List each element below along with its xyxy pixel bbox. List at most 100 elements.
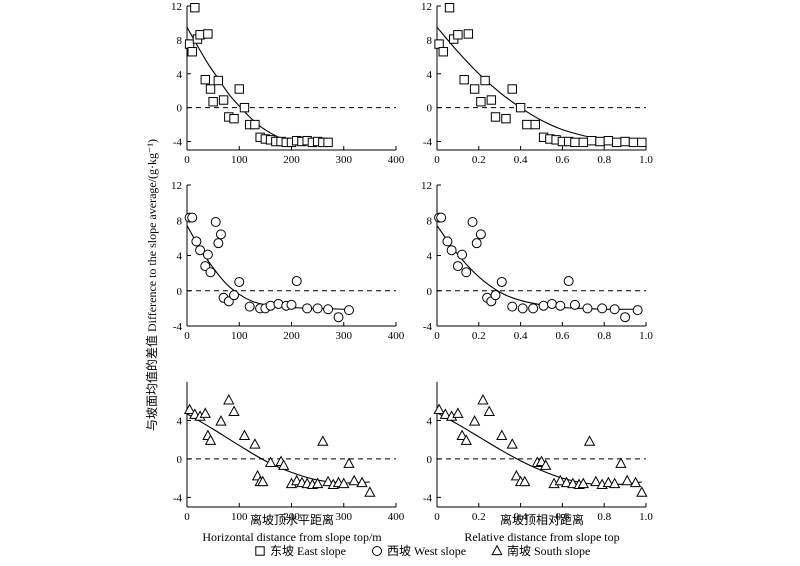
data-point-triangle [519,475,531,487]
data-point-square [438,47,448,57]
data-point-triangle [636,486,648,497]
data-point-triangle [257,475,269,487]
data-point-square [476,97,486,107]
data-point-circle [569,299,580,310]
data-point-triangle [338,477,350,489]
data-point-circle [187,212,198,223]
x-axis-label-right-en: Relative distance from slope top [464,530,619,544]
y-tick-label: 0 [427,286,433,298]
x-tick-label: 400 [388,330,405,342]
data-point-circle [546,298,557,309]
y-tick-label: -4 [423,492,433,504]
data-point-square [459,74,469,85]
x-tick-label: 100 [231,330,248,342]
data-point-circle [507,301,518,312]
data-point-triangle [560,476,573,488]
data-point-triangle [433,403,445,415]
data-point-circle [436,212,447,223]
x-tick-label: 300 [336,330,353,342]
data-point-square [595,136,605,147]
data-point-square [480,75,490,86]
data-point-circle [302,303,313,314]
x-tick-label: 0 [434,330,440,342]
data-point-triangle [183,403,196,415]
data-point-square [200,74,210,85]
data-point-triangle [554,474,566,486]
data-point-circle [582,303,593,314]
x-tick-label: 0 [434,511,440,523]
x-tick-label: 300 [336,154,353,166]
data-point-triangle [215,415,227,426]
x-tick-label: 200 [283,511,300,523]
data-point-circle [291,276,302,287]
data-point-square [453,30,463,40]
x-tick-label: 0.2 [472,330,486,342]
fit-curve [436,412,642,486]
x-tick-label: 400 [388,154,405,166]
legend-marker-triangle [491,544,503,556]
data-point-triangle [238,429,251,441]
data-point-circle [202,249,213,260]
data-point-square [637,137,647,148]
data-point-square [195,30,205,40]
data-point-circle [467,217,478,228]
data-point-circle [452,261,463,272]
data-point-circle [517,303,528,314]
x-tick-label: 0.8 [597,330,611,342]
data-point-circle [457,249,468,260]
data-point-triangle [602,476,615,488]
data-point-square [620,136,630,147]
x-tick-label: 0 [184,330,190,342]
data-point-circle [323,304,334,315]
data-point-triangle [311,477,324,489]
y-tick-label: 12 [421,1,432,13]
data-point-triangle [608,477,621,489]
legend-label: 东坡 East slope [270,544,346,558]
data-point-circle [244,301,255,312]
legend-item-triangle: 南坡 South slope [491,543,590,558]
x-tick-label: 200 [283,330,300,342]
x-axis-label-right-cn: 离坡顶相对距离 [500,512,584,527]
x-tick-label: 0.6 [556,330,570,342]
legend: 东坡 East slope 西坡 West slope 南坡 South slope [255,543,590,558]
data-point-triangle [540,459,552,470]
y-tick-label: 8 [177,215,183,227]
data-point-circle [229,290,240,301]
data-point-square [463,29,474,39]
data-point-square [469,84,480,94]
data-point-circle [471,238,482,249]
y-tick-label: 4 [427,251,433,263]
data-point-circle [490,290,501,301]
y-tick-label: 0 [427,454,433,466]
x-tick-label: 300 [336,511,353,523]
y-tick-label: 0 [177,286,183,298]
x-tick-label: 0.2 [472,154,486,166]
x-tick-label: 0.4 [514,511,528,523]
y-tick-label: 8 [427,215,433,227]
data-point-triangle [456,429,468,441]
fit-curve [186,413,370,484]
data-point-triangle [343,457,355,468]
x-tick-label: 100 [231,154,248,166]
data-point-square [205,84,216,94]
data-point-triangle [452,407,464,418]
data-point-square [213,75,224,86]
x-tick-label: 100 [231,511,248,523]
data-point-circle [555,300,566,311]
data-point-circle [234,276,245,287]
legend-label: 南坡 South slope [507,543,590,558]
data-point-triangle [322,475,334,487]
data-point-triangle [228,405,240,416]
y-tick-label: -4 [423,321,433,333]
data-point-circle [210,217,221,228]
x-tick-label: 0.8 [597,154,611,166]
data-point-square [578,137,588,148]
legend-marker-circle [372,546,382,556]
data-point-square [229,113,239,124]
data-point-square [515,102,526,113]
